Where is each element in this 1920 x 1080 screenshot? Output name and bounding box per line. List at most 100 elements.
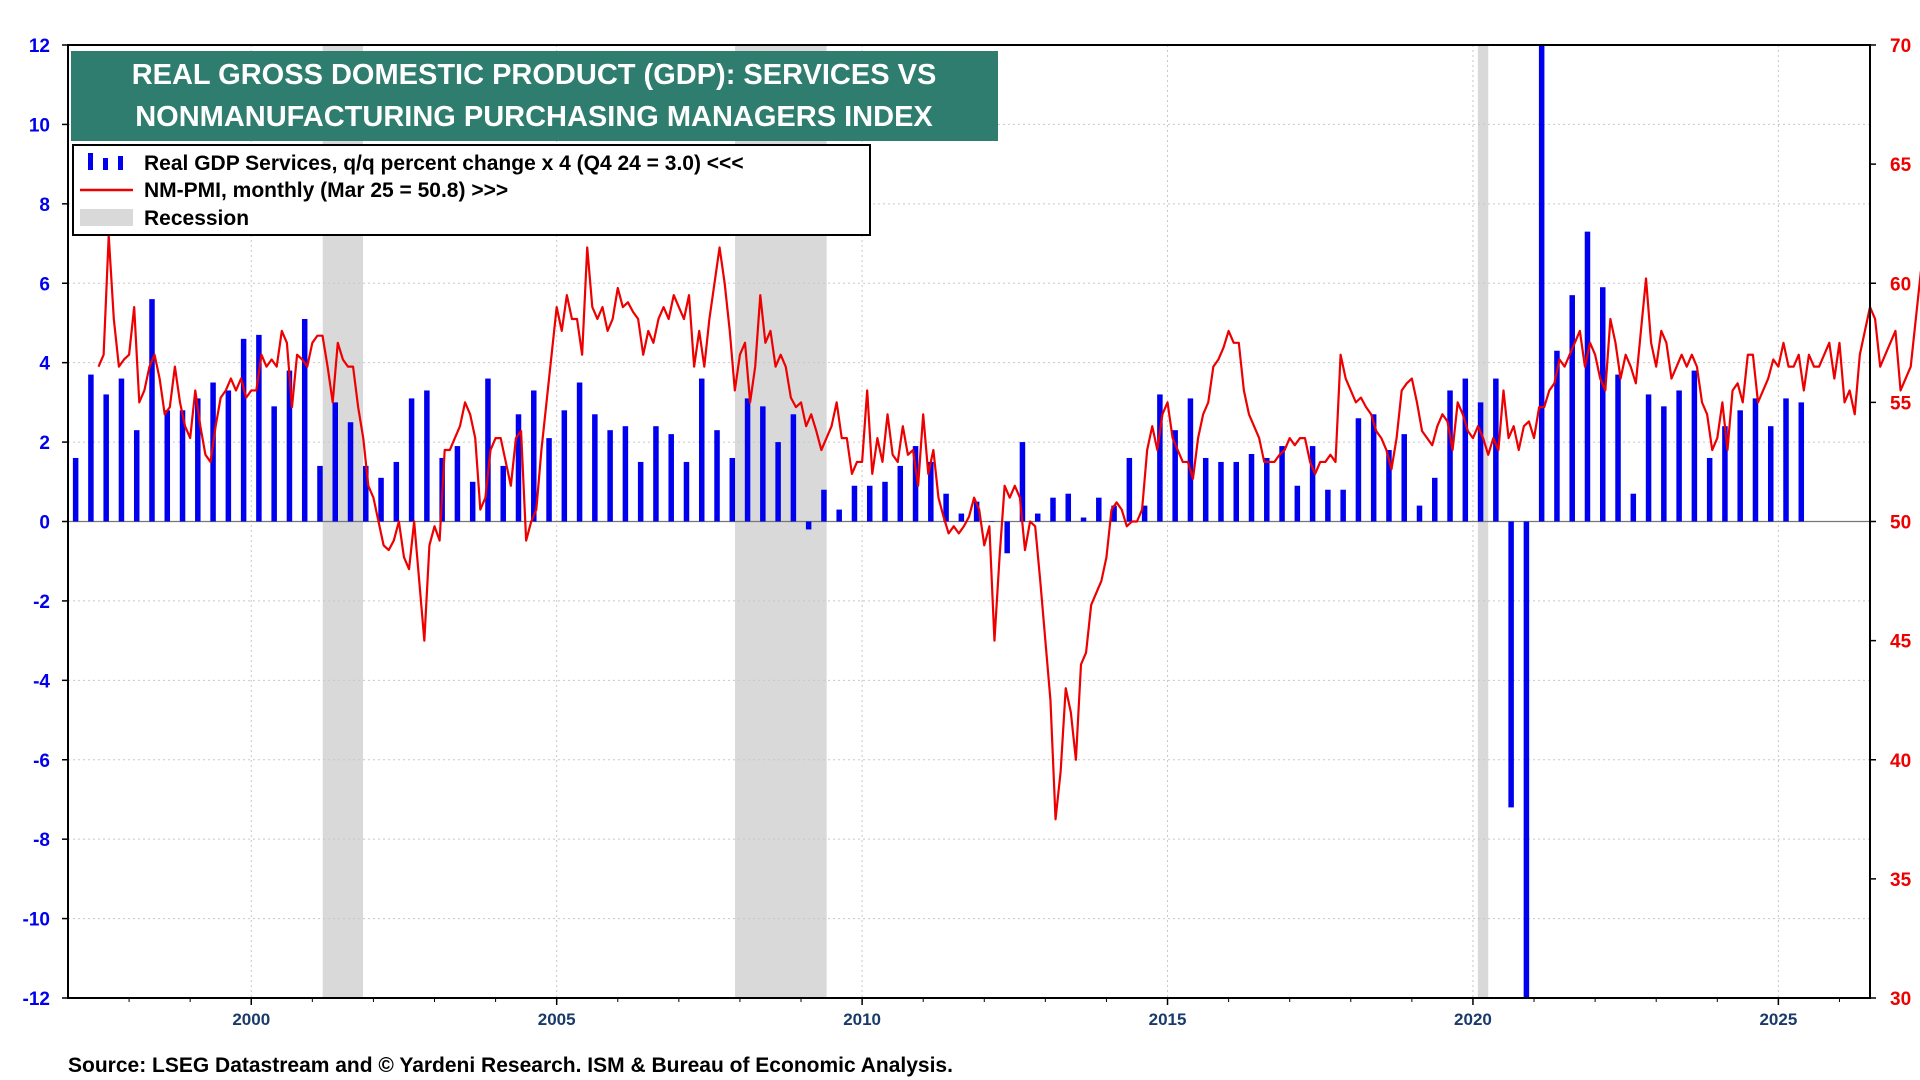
left-tick-label: -8 [33, 830, 50, 851]
gdp-bar [1737, 410, 1743, 522]
right-tick-label: 35 [1890, 870, 1912, 891]
gdp-bar [1325, 489, 1331, 522]
gdp-bar [469, 481, 476, 522]
gdp-bar [393, 461, 400, 522]
nm-pmi-line-group [97, 234, 1920, 821]
gdp-bar [1386, 450, 1392, 522]
gdp-bar [1141, 505, 1148, 522]
gdp-bar [729, 457, 736, 522]
gdp-bar [546, 438, 552, 522]
right-axis-ticks: 70 65 60 55 50 45 40 35 30 [1870, 36, 1912, 1010]
gdp-bar [882, 481, 888, 522]
gdp-bar [118, 378, 125, 522]
gdp-bar [1523, 521, 1530, 998]
gdp-bar [1264, 457, 1270, 522]
gdp-bar [622, 426, 629, 522]
gdp-bar [958, 513, 965, 522]
right-tick-label: 55 [1890, 393, 1912, 414]
gdp-bar [1630, 493, 1637, 522]
gdp-bar [1538, 45, 1545, 522]
right-tick-label: 70 [1890, 36, 1911, 57]
gdp-bar [561, 410, 568, 522]
gdp-bar [1157, 394, 1163, 522]
gdp-bar [683, 461, 690, 522]
left-tick-label: 8 [39, 195, 50, 216]
gdp-bar [225, 390, 232, 522]
gdp-bar [332, 402, 338, 522]
left-tick-label: 6 [39, 274, 50, 295]
x-tick-label: 2010 [843, 1010, 881, 1029]
left-tick-label: 10 [29, 115, 50, 136]
x-tick-label: 2000 [232, 1010, 270, 1029]
x-tick-label: 2005 [538, 1010, 576, 1029]
gdp-bar [1493, 378, 1499, 522]
gdp-bar [454, 446, 461, 522]
gdp-bar [1752, 398, 1759, 522]
legend-box [72, 144, 871, 236]
gdp-bar [515, 414, 522, 522]
right-tick-label: 50 [1890, 513, 1911, 534]
gdp-bar [637, 461, 644, 522]
gdp-bar [1722, 426, 1728, 522]
gdp-services-bars [72, 45, 1805, 998]
gdp-bar [1233, 461, 1239, 522]
gdp-bar [271, 406, 277, 522]
gdp-bar [179, 410, 186, 522]
gdp-bar [240, 338, 247, 522]
gdp-bar [1370, 414, 1377, 522]
gdp-bar [1706, 457, 1713, 522]
gdp-bar [851, 485, 858, 522]
gdp-bar [989, 521, 995, 522]
left-tick-label: -12 [23, 989, 50, 1010]
gdp-bar [1019, 442, 1026, 522]
gdp-bar [1615, 374, 1621, 522]
gdp-bar [1065, 493, 1072, 522]
x-tick-label: 2025 [1759, 1010, 1797, 1029]
x-tick-label: 2020 [1454, 1010, 1492, 1029]
gdp-bar [88, 374, 94, 522]
gdp-bar [1172, 430, 1178, 522]
gdp-bar [103, 394, 109, 522]
gdp-bar [363, 465, 369, 522]
nm-pmi-line [97, 234, 1920, 821]
gdp-bar [164, 410, 171, 522]
gdp-bar [1340, 489, 1346, 522]
chart-title-line-1: REAL GROSS DOMESTIC PRODUCT (GDP): SERVI… [132, 59, 937, 91]
gdp-bar [1218, 461, 1224, 522]
gdp-bar [760, 406, 766, 522]
gdp-bar [1783, 398, 1789, 522]
gdp-bar [1080, 517, 1087, 522]
left-tick-label: -10 [23, 910, 50, 931]
gdp-bar [836, 509, 842, 522]
gdp-bar [408, 398, 415, 522]
gdp-bar [1355, 418, 1362, 522]
left-axis-ticks: 12 10 8 6 4 2 0 -2 -4 -6 -8 -10 -12 [23, 36, 68, 1010]
gdp-bar [72, 457, 79, 522]
gdp-bar [1034, 513, 1041, 522]
gdp-bar [317, 465, 323, 522]
right-tick-label: 60 [1890, 274, 1911, 295]
gdp-bar [256, 334, 262, 522]
gdp-bar [1798, 402, 1805, 522]
gdp-bar [1126, 457, 1133, 522]
gdp-bar [744, 398, 751, 522]
gdp-bar [133, 430, 140, 522]
left-tick-label: -6 [33, 751, 50, 772]
gdp-bar [912, 446, 919, 522]
gdp-bar [1554, 350, 1560, 522]
left-tick-label: -2 [33, 592, 50, 613]
gdp-bar [668, 434, 674, 522]
gdp-bar [1187, 398, 1194, 522]
gdp-bar [1691, 370, 1698, 522]
legend-label-recession: Recession [144, 207, 249, 230]
gdp-bar [1096, 497, 1102, 522]
legend: Real GDP Services, q/q percent change x … [72, 144, 871, 236]
gdp-bar [1432, 477, 1438, 522]
x-axis-ticks: 2000 2005 2010 2015 2020 2025 [128, 998, 1840, 1029]
gdp-bar [1004, 521, 1010, 554]
title-box: REAL GROSS DOMESTIC PRODUCT (GDP): SERVI… [71, 51, 998, 141]
gdp-bar [1676, 390, 1682, 522]
gdp-bar [1661, 406, 1667, 522]
gdp-bar [286, 370, 293, 522]
